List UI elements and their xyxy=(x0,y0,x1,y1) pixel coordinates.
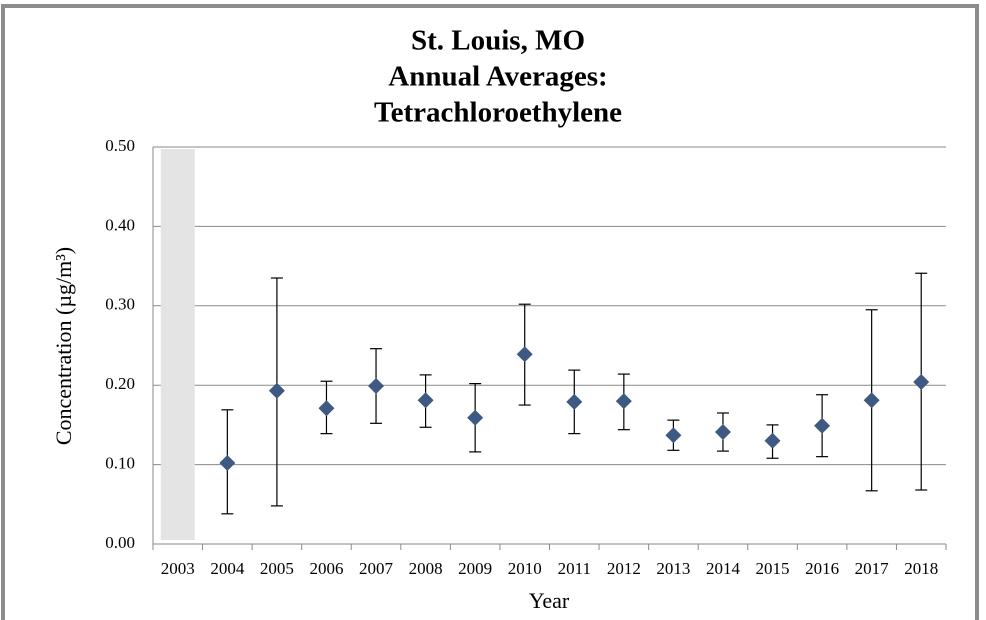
y-tick-label: 0.40 xyxy=(105,215,135,234)
x-tick-label: 2006 xyxy=(309,559,343,578)
chart-title: St. Louis, MO xyxy=(411,25,585,57)
y-tick-label: 0.50 xyxy=(105,136,135,155)
marker xyxy=(764,432,781,449)
y-tick-label: 0.20 xyxy=(105,374,135,393)
x-tick-label: 2012 xyxy=(607,559,641,578)
y-axis-label: Concentration (µg/m³) xyxy=(51,247,76,445)
x-tick-label: 2009 xyxy=(458,559,492,578)
x-tick-label: 2010 xyxy=(508,559,542,578)
marker xyxy=(714,424,731,441)
x-tick-label: 2003 xyxy=(161,559,195,578)
marker xyxy=(913,374,930,391)
marker xyxy=(665,427,682,444)
marker xyxy=(863,392,880,409)
chart-title: Annual Averages: xyxy=(388,61,607,93)
marker xyxy=(318,400,335,417)
marker xyxy=(516,346,533,363)
x-tick-label: 2013 xyxy=(656,559,690,578)
marker xyxy=(417,392,434,409)
marker xyxy=(368,377,385,394)
x-tick-label: 2017 xyxy=(855,559,890,578)
marker xyxy=(268,382,285,399)
chart-title: Tetrachloroethylene xyxy=(374,97,622,129)
x-tick-label: 2014 xyxy=(706,559,741,578)
x-tick-label: 2008 xyxy=(409,559,443,578)
x-tick-label: 2007 xyxy=(359,559,394,578)
x-tick-label: 2004 xyxy=(210,559,245,578)
marker xyxy=(467,409,484,426)
x-tick-label: 2018 xyxy=(904,559,938,578)
marker xyxy=(219,455,236,472)
x-tick-label: 2011 xyxy=(558,559,591,578)
marker xyxy=(566,393,583,410)
x-axis-label: Year xyxy=(529,588,570,613)
no-data-band xyxy=(160,149,195,540)
y-tick-label: 0.10 xyxy=(105,454,135,473)
marker xyxy=(615,393,632,410)
x-tick-label: 2005 xyxy=(260,559,294,578)
x-tick-label: 2016 xyxy=(805,559,839,578)
y-tick-label: 0.00 xyxy=(105,533,135,552)
x-tick-label: 2015 xyxy=(756,559,790,578)
marker xyxy=(814,417,831,434)
y-tick-label: 0.30 xyxy=(105,295,135,314)
